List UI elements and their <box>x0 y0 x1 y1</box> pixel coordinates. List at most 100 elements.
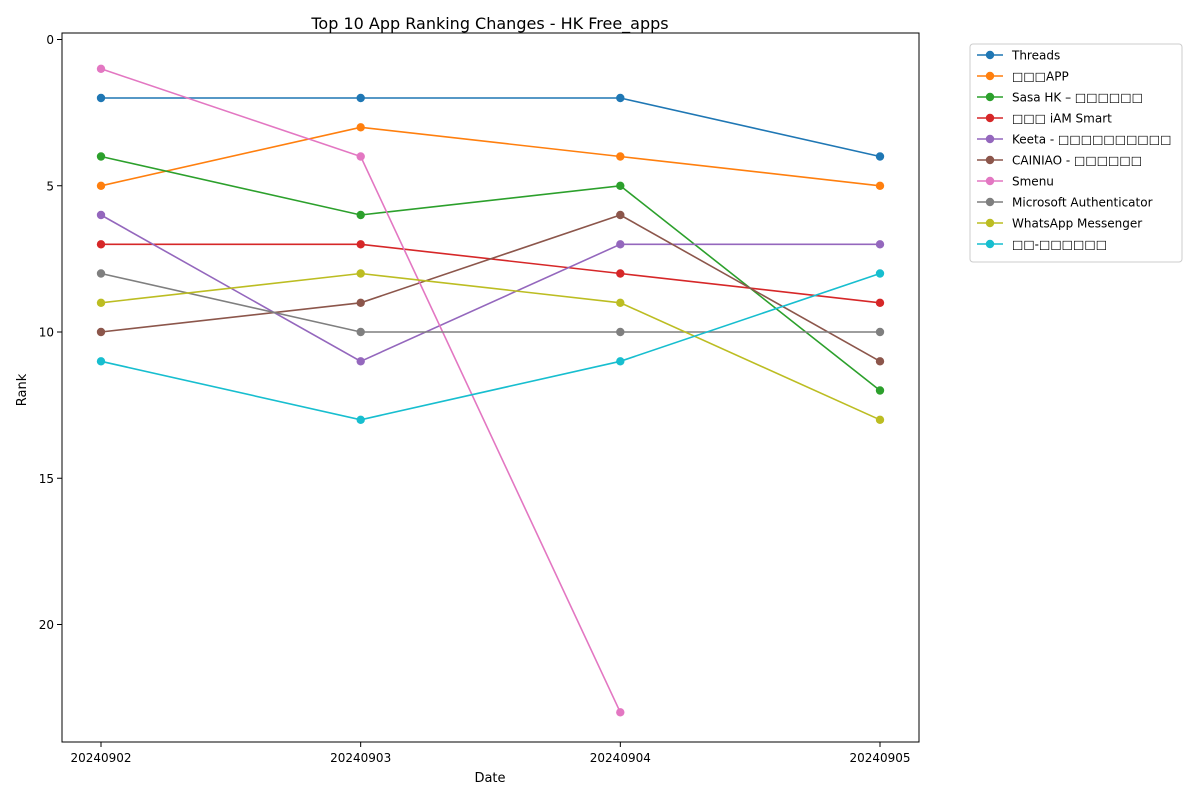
legend-label: Sasa HK – □□□□□□ <box>1012 91 1143 105</box>
data-point <box>875 415 885 424</box>
data-point <box>356 357 365 366</box>
data-point <box>616 357 625 366</box>
x-tick-label: 20240904 <box>590 751 651 765</box>
data-point <box>356 210 365 220</box>
data-point <box>356 269 365 278</box>
data-point <box>875 357 885 366</box>
legend-swatch-marker <box>985 134 995 144</box>
series-5 <box>96 210 885 366</box>
data-point <box>356 123 365 132</box>
x-tick-label: 20240905 <box>849 751 910 765</box>
y-tick-label: 20 <box>39 618 54 632</box>
y-axis-label: Rank <box>15 373 30 406</box>
data-point <box>356 240 365 249</box>
series-line <box>100 272 881 421</box>
legend: Threads □□□APP Sasa HK – □□□□□□ □□□ iAM Sma… <box>969 43 1183 263</box>
legend-label: Keeta - □□□□□□□□□□ <box>1012 133 1171 147</box>
legend-swatch-marker <box>985 239 995 249</box>
series-7 <box>96 269 885 337</box>
legend-swatch-marker <box>985 197 995 207</box>
legend-item: Threads <box>977 49 1060 63</box>
chart-title: Top 10 App Ranking Changes - HK Free_app… <box>310 14 668 34</box>
data-point <box>356 152 365 161</box>
data-point <box>616 210 625 220</box>
series-6 <box>96 64 625 717</box>
series-0 <box>96 93 885 161</box>
data-point <box>616 240 625 249</box>
legend-swatch-marker <box>985 50 995 60</box>
data-point <box>875 240 885 249</box>
data-point <box>96 64 106 74</box>
series-line <box>100 272 880 333</box>
data-point <box>356 93 365 103</box>
data-point <box>96 210 106 220</box>
legend-swatch-marker <box>985 92 995 102</box>
legend-label: Smenu <box>1012 175 1054 189</box>
legend-label: Microsoft Authenticator <box>1012 196 1153 210</box>
x-tick-label: 20240902 <box>70 751 131 765</box>
y-tick-label: 0 <box>46 33 54 47</box>
legend-item: □□□APP <box>977 70 1069 84</box>
legend-swatch-marker <box>985 113 995 123</box>
data-point <box>616 93 625 103</box>
legend-label: □□□ iAM Smart <box>1012 112 1112 126</box>
y-axis: 0 5 10 15 20 <box>39 33 62 632</box>
legend-label: □□□APP <box>1012 70 1069 84</box>
legend-label: CAINIAO - □□□□□□ <box>1012 154 1142 168</box>
plot-area <box>61 32 920 743</box>
data-point <box>616 181 625 190</box>
y-tick-label: 10 <box>39 326 54 340</box>
x-axis-label: Date <box>474 771 505 786</box>
legend-item: Keeta - □□□□□□□□□□ <box>977 133 1171 147</box>
series-9 <box>96 269 885 424</box>
legend-label: WhatsApp Messenger <box>1012 217 1142 231</box>
data-point <box>356 298 365 307</box>
data-point <box>356 415 365 424</box>
y-tick-label: 5 <box>46 179 54 193</box>
x-tick-label: 20240903 <box>330 751 391 765</box>
data-point <box>616 327 625 337</box>
legend-swatch-marker <box>985 155 995 165</box>
data-point <box>356 327 365 337</box>
legend-swatch-marker <box>985 218 995 228</box>
series-8 <box>96 269 885 424</box>
data-point <box>616 708 625 717</box>
data-point <box>616 298 625 307</box>
series-1 <box>96 123 885 190</box>
legend-label: □□-□□□□□□ <box>1012 238 1107 252</box>
data-point <box>875 152 885 161</box>
series-line <box>100 126 881 187</box>
data-point <box>96 269 106 278</box>
legend-swatch-marker <box>985 71 995 81</box>
y-tick-label: 15 <box>39 472 54 486</box>
data-point <box>875 386 885 395</box>
legend-item: □□□ iAM Smart <box>977 112 1112 126</box>
legend-item: Microsoft Authenticator <box>977 196 1153 210</box>
series-layer <box>96 64 885 717</box>
series-line <box>101 97 881 158</box>
legend-item: □□-□□□□□□ <box>977 238 1107 252</box>
data-point <box>616 152 625 161</box>
data-point <box>96 240 106 249</box>
data-point <box>875 298 885 307</box>
legend-box <box>969 43 1183 263</box>
data-point <box>96 181 106 190</box>
data-point <box>96 93 106 103</box>
legend-item: CAINIAO - □□□□□□ <box>977 154 1142 168</box>
data-point <box>96 357 106 366</box>
legend-swatch-marker <box>985 176 995 186</box>
data-point <box>96 327 106 337</box>
data-point <box>875 269 885 278</box>
data-point <box>96 152 106 161</box>
data-point <box>875 327 885 337</box>
x-axis: 20240902 20240903 20240904 20240905 <box>70 742 911 765</box>
data-point <box>96 298 106 307</box>
series-line <box>100 214 881 362</box>
series-line <box>100 272 881 421</box>
legend-label: Threads <box>1011 49 1060 63</box>
legend-item: Sasa HK – □□□□□□ <box>977 91 1143 105</box>
legend-item: WhatsApp Messenger <box>977 217 1142 231</box>
data-point <box>875 181 885 190</box>
legend-item: Smenu <box>977 175 1054 189</box>
